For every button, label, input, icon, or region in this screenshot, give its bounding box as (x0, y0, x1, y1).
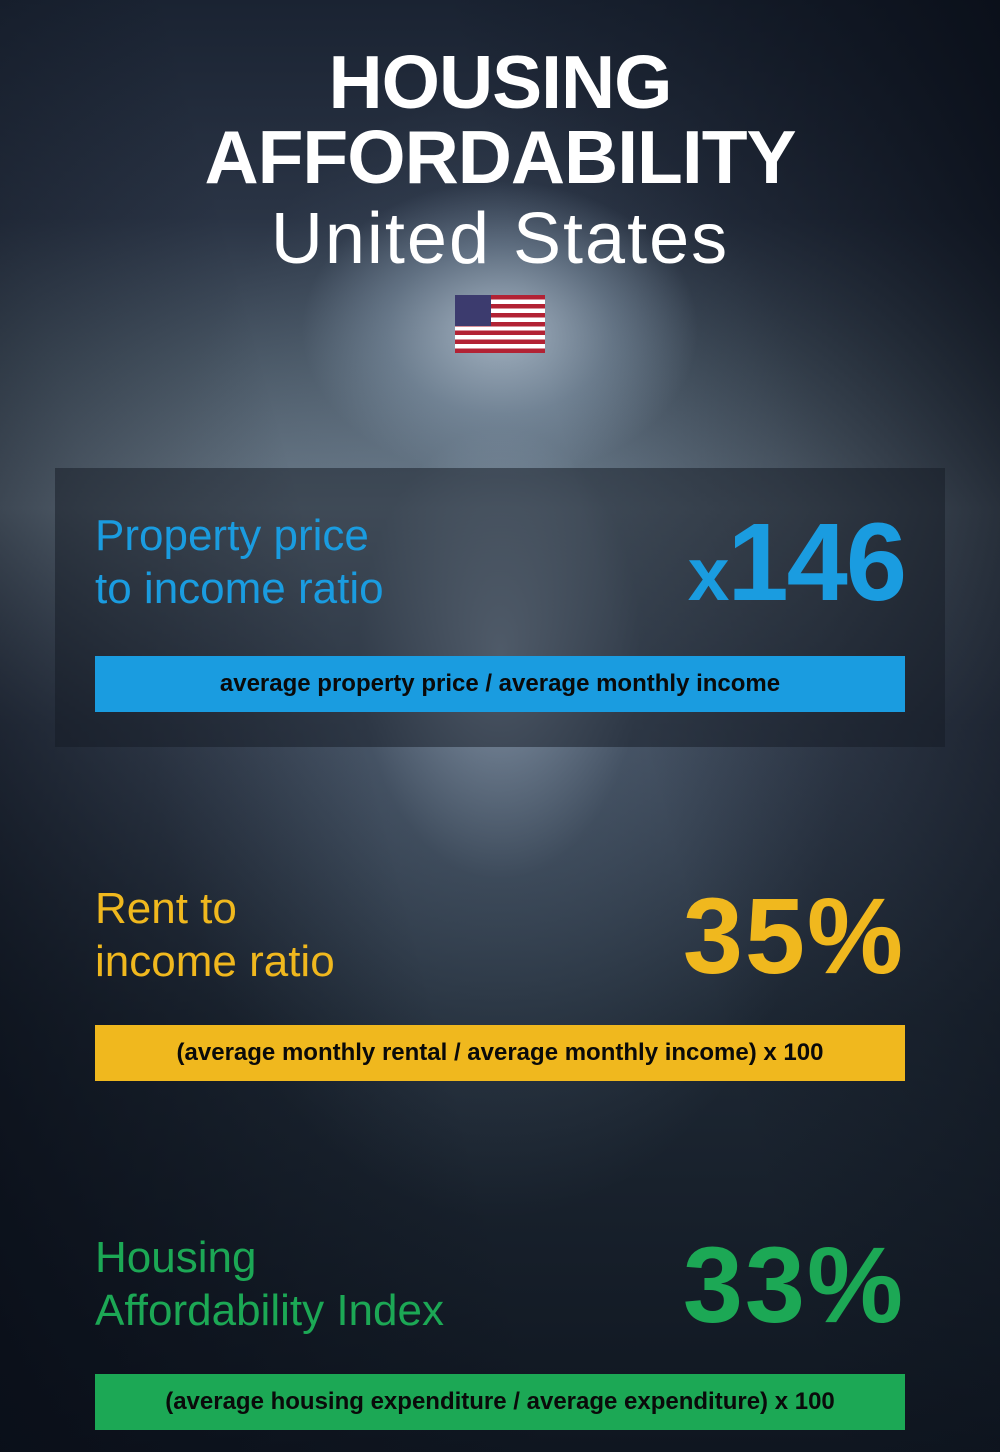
metric-label: Housing Affordability Index (95, 1232, 444, 1338)
metric-row: Housing Affordability Index 33% (95, 1231, 905, 1339)
subtitle: United States (55, 203, 945, 275)
metric-formula: average property price / average monthly… (95, 656, 905, 712)
metric-value: 33% (683, 1231, 905, 1339)
metric-formula: (average housing expenditure / average e… (95, 1374, 905, 1430)
label-line-1: Housing (95, 1233, 256, 1282)
metric-section-affordability: Housing Affordability Index 33% (average… (55, 1231, 945, 1430)
metric-row: Rent to income ratio 35% (95, 882, 905, 990)
metric-section-rent: Rent to income ratio 35% (average monthl… (55, 882, 945, 1081)
header: HOUSING AFFORDABILITY United States (55, 45, 945, 358)
metric-label: Property price to income ratio (95, 510, 384, 616)
main-title: HOUSING AFFORDABILITY (55, 45, 945, 195)
us-flag-icon (455, 295, 545, 353)
infographic-content: HOUSING AFFORDABILITY United States Prop… (0, 0, 1000, 1452)
label-line-2: Affordability Index (95, 1286, 444, 1335)
metric-formula: (average monthly rental / average monthl… (95, 1025, 905, 1081)
metric-card-property-price: Property price to income ratio x146 aver… (55, 468, 945, 747)
label-line-2: to income ratio (95, 564, 384, 613)
value-prefix: x (688, 532, 728, 616)
metric-value: 35% (683, 882, 905, 990)
metric-value: x146 (688, 508, 905, 618)
label-line-1: Property price (95, 511, 369, 560)
value-number: 146 (727, 501, 905, 624)
label-line-2: income ratio (95, 937, 335, 986)
metric-row: Property price to income ratio x146 (95, 508, 905, 618)
metric-label: Rent to income ratio (95, 883, 335, 989)
label-line-1: Rent to (95, 884, 237, 933)
